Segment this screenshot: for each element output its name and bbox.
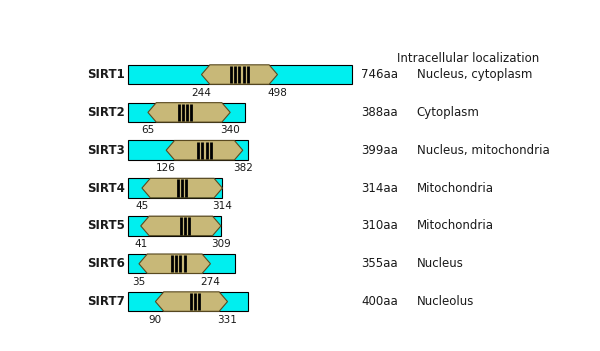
Bar (128, 65, 352, 84)
Text: SIRT4: SIRT4 (88, 181, 125, 194)
Text: 314: 314 (212, 201, 232, 211)
Text: 41: 41 (134, 239, 148, 249)
Text: 310aa: 310aa (361, 219, 398, 232)
Text: 309: 309 (211, 239, 231, 249)
Text: 126: 126 (156, 163, 176, 173)
Text: Cytoplasm: Cytoplasm (417, 106, 479, 119)
Text: SIRT6: SIRT6 (88, 257, 125, 270)
Text: 331: 331 (218, 314, 238, 325)
Text: Nucleus, mitochondria: Nucleus, mitochondria (417, 144, 550, 157)
Text: 244: 244 (191, 87, 211, 98)
Bar (128, 292, 248, 311)
Bar (128, 254, 235, 273)
Text: 274: 274 (200, 277, 220, 287)
Text: 746aa: 746aa (361, 68, 398, 81)
Text: 400aa: 400aa (361, 295, 398, 308)
Text: 382: 382 (233, 163, 253, 173)
Polygon shape (202, 65, 277, 84)
Text: SIRT2: SIRT2 (88, 106, 125, 119)
Text: Nucleus, cytoplasm: Nucleus, cytoplasm (417, 68, 532, 81)
Text: Nucleus: Nucleus (417, 257, 464, 270)
Bar (128, 102, 245, 122)
Text: Mitochondria: Mitochondria (417, 181, 494, 194)
Text: Intracellular localization: Intracellular localization (397, 52, 539, 65)
Text: 355aa: 355aa (361, 257, 398, 270)
Text: 65: 65 (141, 125, 155, 135)
Bar (128, 178, 223, 198)
Polygon shape (141, 216, 221, 236)
Text: Nucleolus: Nucleolus (417, 295, 474, 308)
Text: 340: 340 (220, 125, 240, 135)
Bar (128, 216, 221, 236)
Text: 45: 45 (136, 201, 149, 211)
Text: SIRT7: SIRT7 (88, 295, 125, 308)
Text: 90: 90 (149, 314, 162, 325)
Text: 35: 35 (133, 277, 146, 287)
Polygon shape (139, 254, 211, 273)
Polygon shape (148, 102, 230, 122)
Text: 314aa: 314aa (361, 181, 398, 194)
Bar (128, 140, 248, 160)
Text: SIRT5: SIRT5 (88, 219, 125, 232)
Text: 399aa: 399aa (361, 144, 398, 157)
Text: Mitochondria: Mitochondria (417, 219, 494, 232)
Text: 388aa: 388aa (361, 106, 398, 119)
Text: SIRT3: SIRT3 (88, 144, 125, 157)
Polygon shape (166, 140, 243, 160)
Text: SIRT1: SIRT1 (88, 68, 125, 81)
Polygon shape (155, 292, 227, 311)
Text: 498: 498 (268, 87, 287, 98)
Polygon shape (142, 178, 223, 198)
